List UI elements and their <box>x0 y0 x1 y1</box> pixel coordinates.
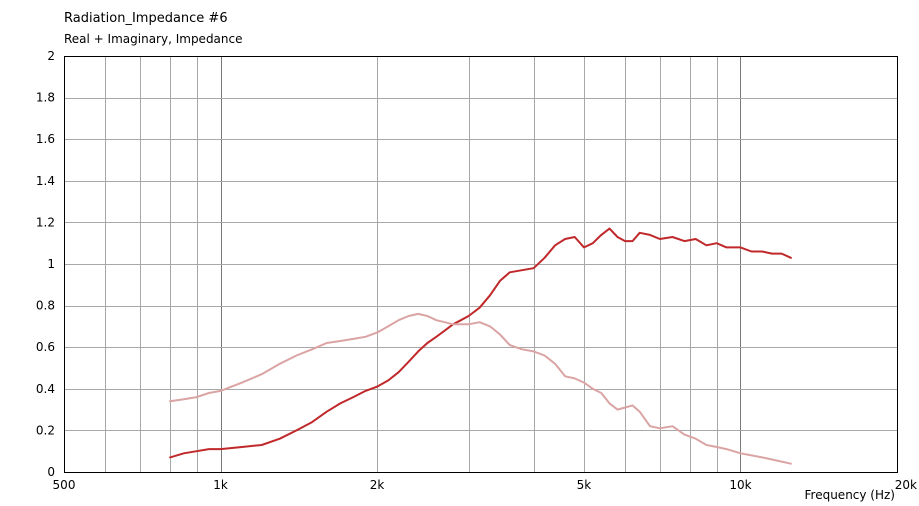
x-tick-label: 2k <box>370 478 385 492</box>
x-tick-label: 1k <box>213 478 228 492</box>
y-tick-label: 0.6 <box>36 340 55 354</box>
y-tick-label: 1.6 <box>36 132 55 146</box>
series-line-2 <box>169 312 792 465</box>
y-tick-labels: 0 0.2 0.4 0.6 0.8 1 1.2 1.4 1.6 1.8 2 <box>36 49 55 479</box>
x-tick-label: 500 <box>53 478 76 492</box>
y-tick-label: 2 <box>47 49 55 63</box>
y-tick-label: 1.8 <box>36 91 55 105</box>
y-tick-label: 1.4 <box>36 174 55 188</box>
y-tick-label: 1 <box>47 257 55 271</box>
y-tick-label: 0 <box>47 465 55 479</box>
y-tick-label: 0.2 <box>36 423 55 437</box>
y-tick-label: 0.8 <box>36 299 55 313</box>
chart-subtitle: Real + Imaginary, Impedance <box>64 32 243 46</box>
y-gridlines <box>64 98 897 431</box>
x-tick-label: 10k <box>729 478 751 492</box>
x-tick-label: 5k <box>577 478 592 492</box>
plot-frame <box>64 56 898 473</box>
chart-title: Radiation_Impedance #6 <box>64 11 228 26</box>
series-layer <box>169 227 792 465</box>
x-axis-label: Frequency (Hz) <box>805 488 896 502</box>
y-tick-label: 0.4 <box>36 382 55 396</box>
x-tick-labels: 500 1k 2k 5k 10k 20k <box>53 478 918 492</box>
x-tick-label: 20k <box>895 478 917 492</box>
series-line-1 <box>169 227 792 459</box>
y-tick-label: 1.2 <box>36 215 55 229</box>
